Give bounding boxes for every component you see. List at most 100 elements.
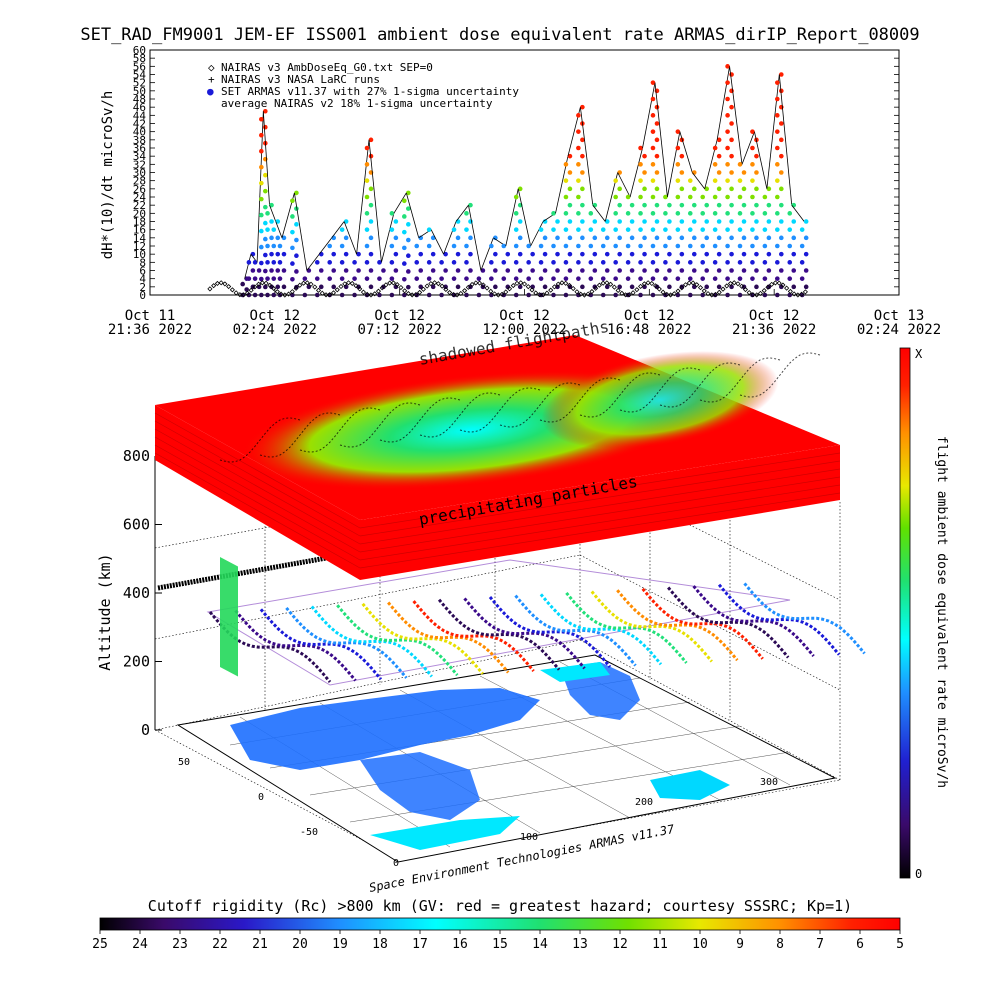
armas-point xyxy=(393,219,399,224)
armas-point xyxy=(654,137,660,143)
armas-point xyxy=(775,260,780,265)
nairas-point xyxy=(638,283,644,289)
armas-point xyxy=(576,227,581,232)
armas-point xyxy=(493,251,498,257)
flight-track xyxy=(437,598,561,671)
armas-point xyxy=(567,268,573,273)
nairas-point xyxy=(417,289,423,295)
armas-point xyxy=(766,219,772,224)
nairas-point xyxy=(585,291,591,297)
nairas-point xyxy=(787,288,793,294)
nairas-point xyxy=(761,288,767,294)
nairas-point xyxy=(574,289,580,295)
armas-point xyxy=(779,251,784,257)
armas-point xyxy=(580,235,585,241)
armas-point xyxy=(750,211,755,216)
nairas-point xyxy=(604,280,610,286)
nairas-point xyxy=(791,291,797,297)
armas-point xyxy=(729,202,734,208)
armas-point xyxy=(269,268,274,273)
nairas-point xyxy=(720,286,726,292)
y-tick-label: 18 xyxy=(133,216,146,229)
flight-track xyxy=(488,596,612,668)
armas-point xyxy=(277,243,283,249)
armas-point xyxy=(364,227,370,232)
armas-point xyxy=(368,251,374,257)
armas-point xyxy=(513,260,519,265)
armas-point xyxy=(754,251,759,257)
armas-point xyxy=(517,186,523,192)
armas-point xyxy=(712,211,718,216)
lat-tick-2: -50 xyxy=(300,827,318,838)
armas-point xyxy=(654,235,660,241)
nairas-point xyxy=(259,280,265,286)
armas-point xyxy=(246,260,252,265)
nairas-point xyxy=(349,280,355,287)
armas-point xyxy=(356,268,361,273)
armas-point xyxy=(750,129,755,134)
x-tick-label-date: Oct 12 xyxy=(250,308,301,324)
armas-point xyxy=(799,227,805,232)
nairas-point xyxy=(323,292,329,298)
nairas-point xyxy=(641,281,647,287)
nairas-point xyxy=(229,287,235,293)
armas-point xyxy=(775,211,780,216)
nairas-point xyxy=(297,282,303,288)
y-tick-label: 8 xyxy=(139,256,146,269)
armas-point xyxy=(271,243,277,249)
armas-point xyxy=(555,268,560,273)
nairas-point xyxy=(581,292,587,298)
y-axis: 0246810121416182022242628303234363840424… xyxy=(133,44,899,302)
nairas-point xyxy=(319,290,325,296)
armas-point xyxy=(787,292,793,298)
armas-point xyxy=(290,245,295,251)
flight-track xyxy=(336,604,459,677)
armas-point xyxy=(414,276,420,281)
y-tick-label: 46 xyxy=(133,101,146,114)
armas-point xyxy=(629,219,635,224)
armas-point xyxy=(277,260,283,265)
armas-point xyxy=(766,202,772,208)
armas-point xyxy=(779,88,784,94)
armas-point xyxy=(803,284,809,290)
armas-point xyxy=(290,198,295,204)
x-tick-label-date: Oct 11 xyxy=(125,308,176,324)
armas-point xyxy=(712,194,718,200)
flightpath-plane xyxy=(206,559,791,686)
nairas-point xyxy=(458,290,464,297)
armas-point xyxy=(803,251,809,257)
armas-point xyxy=(750,145,755,151)
armas-point xyxy=(377,292,382,298)
nairas-point xyxy=(379,285,385,291)
armas-point xyxy=(418,251,424,257)
rigidity-tick-label: 7 xyxy=(816,937,824,952)
armas-point xyxy=(725,96,730,102)
x-tick-label-time: 12:00 2022 xyxy=(482,322,566,338)
armas-point xyxy=(555,219,560,224)
armas-point xyxy=(654,219,660,224)
armas-point xyxy=(750,178,755,183)
nairas-point xyxy=(724,283,730,289)
altitude-tick-label: 600 xyxy=(123,516,150,534)
armas-connector xyxy=(766,74,780,189)
nairas-point xyxy=(480,282,486,288)
armas-point xyxy=(650,145,656,151)
armas-point xyxy=(741,251,747,257)
armas-point xyxy=(576,178,581,183)
armas-point xyxy=(265,243,270,249)
nairas-point xyxy=(222,281,228,287)
legend-label-0: NAIRAS v3 AmbDoseEq_G0.txt SEP=0 xyxy=(221,61,433,74)
armas-point xyxy=(563,260,569,265)
armas-connector xyxy=(262,111,270,206)
armas-point xyxy=(741,186,747,192)
iss-track-at-altitude xyxy=(157,549,361,591)
armas-point xyxy=(377,276,382,281)
armas-connector xyxy=(517,188,532,247)
armas-point xyxy=(675,145,681,151)
y-tick-label: 4 xyxy=(139,273,146,286)
armas-point xyxy=(766,268,772,273)
armas-point xyxy=(576,113,581,118)
rigidity-tick-label: 20 xyxy=(292,937,308,952)
nairas-point xyxy=(256,281,262,287)
